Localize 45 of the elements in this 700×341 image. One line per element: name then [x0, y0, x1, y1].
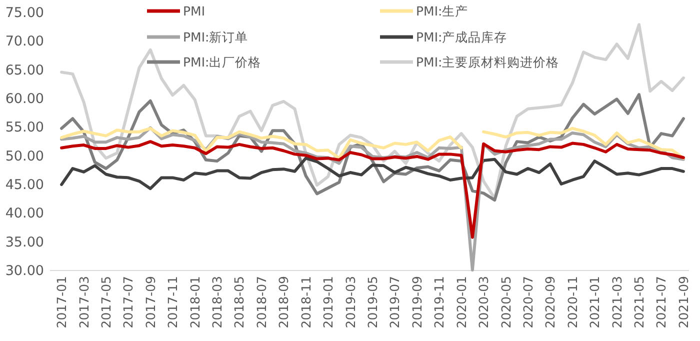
y-tick-label: 60.00: [5, 91, 44, 107]
x-tick-label: 2019-11: [432, 276, 447, 328]
x-tick-label: 2018-05: [232, 276, 247, 328]
legend-label: PMI:生产: [416, 4, 468, 18]
legend-label: PMI:产成品库存: [416, 30, 508, 44]
y-tick-label: 55.00: [5, 120, 44, 136]
x-tick-label: 2020-05: [498, 276, 514, 328]
y-tick-label: 70.00: [5, 34, 44, 50]
x-tick-label: 2020-09: [542, 276, 558, 328]
legend-label: PMI:主要原材料购进价格: [416, 54, 560, 70]
x-tick-label: 2017-09: [142, 276, 158, 328]
x-tick-label: 2017-05: [98, 276, 114, 328]
legend-label: PMI:出厂价格: [183, 54, 262, 70]
y-tick-label: 35.00: [5, 234, 44, 250]
x-tick-label: 2019-01: [320, 276, 336, 328]
x-tick-label: 2020-01: [454, 276, 469, 328]
x-tick-label: 2017-03: [76, 276, 92, 328]
y-tick-label: 40.00: [5, 206, 44, 222]
legend-label: PMI: [183, 4, 206, 18]
x-tick-label: 2019-09: [409, 276, 424, 328]
x-tick-label: 2020-11: [564, 276, 580, 328]
y-tick-label: 65.00: [5, 62, 44, 78]
x-tick-label: 2019-07: [387, 276, 402, 328]
x-tick-label: 2021-03: [609, 276, 624, 328]
legend-label: PMI:新订单: [183, 30, 248, 44]
x-tick-label: 2021-05: [632, 276, 647, 328]
x-tick-label: 2017-07: [120, 276, 136, 328]
x-tick-label: 2018-03: [210, 276, 225, 328]
y-tick-label: 50.00: [5, 148, 44, 164]
y-tick-label: 75.00: [5, 5, 44, 21]
x-tick-label: 2019-05: [365, 276, 380, 328]
y-tick-label: 30.00: [5, 263, 44, 279]
x-tick-label: 2020-07: [520, 276, 536, 328]
x-tick-label: 2017-11: [165, 276, 180, 328]
x-tick-label: 2018-07: [254, 276, 269, 328]
x-tick-label: 2018-01: [187, 276, 202, 328]
x-tick-label: 2017-01: [54, 276, 70, 328]
x-tick-label: 2021-01: [587, 276, 602, 328]
x-tick-label: 2018-09: [276, 276, 292, 328]
x-tick-label: 2019-03: [342, 276, 358, 328]
y-tick-label: 45.00: [5, 177, 44, 193]
x-tick-label: 2018-11: [298, 276, 314, 328]
x-tick-label: 2021-09: [676, 276, 691, 328]
x-tick-label: 2021-07: [654, 276, 669, 328]
x-tick-label: 2020-03: [476, 276, 492, 328]
